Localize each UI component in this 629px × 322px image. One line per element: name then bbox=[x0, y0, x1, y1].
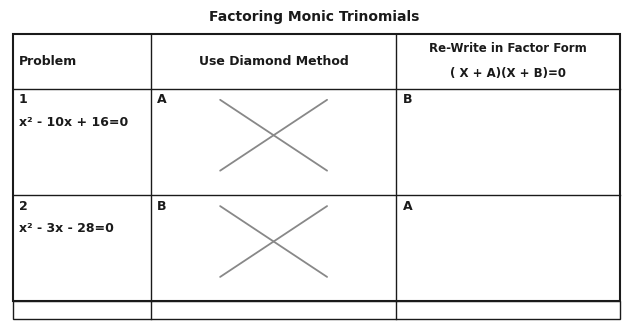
Text: Use Diamond Method: Use Diamond Method bbox=[199, 55, 348, 68]
Text: Re-Write in Factor Form: Re-Write in Factor Form bbox=[429, 43, 587, 55]
Text: ( X + A)(X + B)=0: ( X + A)(X + B)=0 bbox=[450, 67, 566, 80]
Text: B: B bbox=[403, 93, 412, 106]
Text: x² - 3x - 28=0: x² - 3x - 28=0 bbox=[19, 222, 114, 235]
Text: x² - 10x + 16=0: x² - 10x + 16=0 bbox=[19, 116, 128, 129]
Text: Factoring Monic Trinomials: Factoring Monic Trinomials bbox=[209, 10, 420, 24]
Text: 1: 1 bbox=[19, 93, 28, 106]
Text: Problem: Problem bbox=[19, 55, 77, 68]
Text: A: A bbox=[403, 200, 412, 213]
Bar bbox=[13, 34, 620, 301]
Text: B: B bbox=[157, 200, 167, 213]
Bar bbox=[13, 301, 620, 319]
Text: A: A bbox=[157, 93, 167, 106]
Text: 2: 2 bbox=[19, 200, 28, 213]
